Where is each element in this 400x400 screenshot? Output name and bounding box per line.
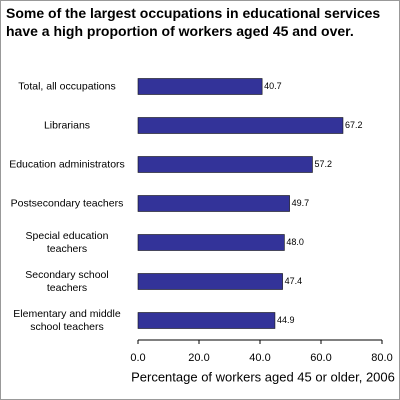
value-label: 40.7 xyxy=(264,81,282,91)
x-tick-label: 40.0 xyxy=(249,352,270,364)
y-tick-label: Education administrators xyxy=(9,158,125,170)
bar xyxy=(137,117,344,134)
x-axis-title: Percentage of workers aged 45 or older, … xyxy=(131,369,395,384)
bar xyxy=(137,234,285,251)
bar xyxy=(137,78,263,95)
bar xyxy=(137,273,283,290)
x-tick-label: 0.0 xyxy=(130,352,145,364)
x-tick-label: 80.0 xyxy=(371,352,392,364)
y-tick-label: Elementary and middle school teachers xyxy=(13,307,121,333)
bar xyxy=(137,312,276,329)
y-tick-label: Special education teachers xyxy=(25,229,109,255)
value-label: 57.2 xyxy=(314,159,332,169)
x-tick-label: 60.0 xyxy=(310,352,331,364)
y-tick-label: Total, all occupations xyxy=(18,80,116,92)
value-label: 48.0 xyxy=(286,237,304,247)
y-tick-label: Librarians xyxy=(43,119,91,131)
chart-title: Some of the largest occupations in educa… xyxy=(6,5,381,39)
y-tick-label: Postsecondary teachers xyxy=(10,197,124,209)
y-tick-label: Secondary school teachers xyxy=(25,268,109,294)
bar xyxy=(137,156,313,173)
bar xyxy=(137,195,290,212)
value-label: 49.7 xyxy=(292,198,310,208)
x-tick-label: 20.0 xyxy=(188,352,209,364)
value-label: 47.4 xyxy=(285,276,303,286)
value-label: 67.2 xyxy=(345,120,363,130)
value-label: 44.9 xyxy=(277,315,295,325)
